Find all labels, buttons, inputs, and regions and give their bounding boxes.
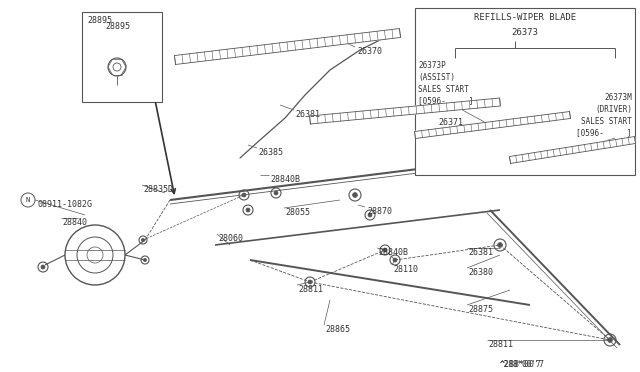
- Text: 26381: 26381: [295, 110, 320, 119]
- Text: 28895: 28895: [87, 16, 112, 25]
- Bar: [415, 8, 635, 175]
- Circle shape: [607, 338, 612, 342]
- Text: 08911-1082G: 08911-1082G: [38, 200, 93, 209]
- Bar: [82, 12, 162, 102]
- Text: 26370: 26370: [357, 47, 382, 56]
- Text: 26373P
(ASSIST)
SALES START
[0596-     ]: 26373P (ASSIST) SALES START [0596- ]: [418, 61, 474, 105]
- Text: 26371: 26371: [438, 118, 463, 127]
- Text: 28835D: 28835D: [143, 185, 173, 194]
- Text: 28895: 28895: [105, 22, 130, 31]
- Text: 26373: 26373: [511, 28, 538, 37]
- Text: 26381: 26381: [468, 248, 493, 257]
- Polygon shape: [175, 29, 401, 64]
- Text: REFILLS-WIPER BLADE: REFILLS-WIPER BLADE: [474, 13, 576, 22]
- Circle shape: [368, 213, 372, 217]
- Text: 28870: 28870: [367, 207, 392, 216]
- Text: 28055: 28055: [285, 208, 310, 217]
- Text: N: N: [26, 197, 30, 203]
- Text: 26385: 26385: [258, 148, 283, 157]
- Polygon shape: [310, 98, 500, 124]
- Text: 26380: 26380: [468, 268, 493, 277]
- Circle shape: [242, 193, 246, 197]
- Text: 28875: 28875: [468, 305, 493, 314]
- Polygon shape: [415, 112, 570, 138]
- Text: 28840B: 28840B: [378, 248, 408, 257]
- Circle shape: [141, 238, 145, 241]
- Circle shape: [143, 259, 147, 262]
- Circle shape: [498, 243, 502, 247]
- Text: 28110: 28110: [393, 265, 418, 274]
- Text: 28840B: 28840B: [270, 175, 300, 184]
- Polygon shape: [509, 137, 636, 163]
- Text: 28865: 28865: [325, 325, 350, 334]
- Circle shape: [274, 191, 278, 195]
- Text: ^288*00'7: ^288*00'7: [500, 360, 545, 369]
- Circle shape: [41, 265, 45, 269]
- Text: 28811: 28811: [298, 285, 323, 294]
- Circle shape: [383, 248, 387, 252]
- Circle shape: [393, 258, 397, 262]
- Text: 28811: 28811: [488, 340, 513, 349]
- Circle shape: [246, 208, 250, 212]
- Circle shape: [308, 280, 312, 284]
- Text: 28060: 28060: [218, 234, 243, 243]
- Text: ^288*00'7: ^288*00'7: [500, 360, 541, 369]
- Text: 26373M
(DRIVER)
SALES START
[0596-     ]: 26373M (DRIVER) SALES START [0596- ]: [577, 93, 632, 137]
- Text: 28840: 28840: [62, 218, 87, 227]
- Circle shape: [353, 193, 357, 198]
